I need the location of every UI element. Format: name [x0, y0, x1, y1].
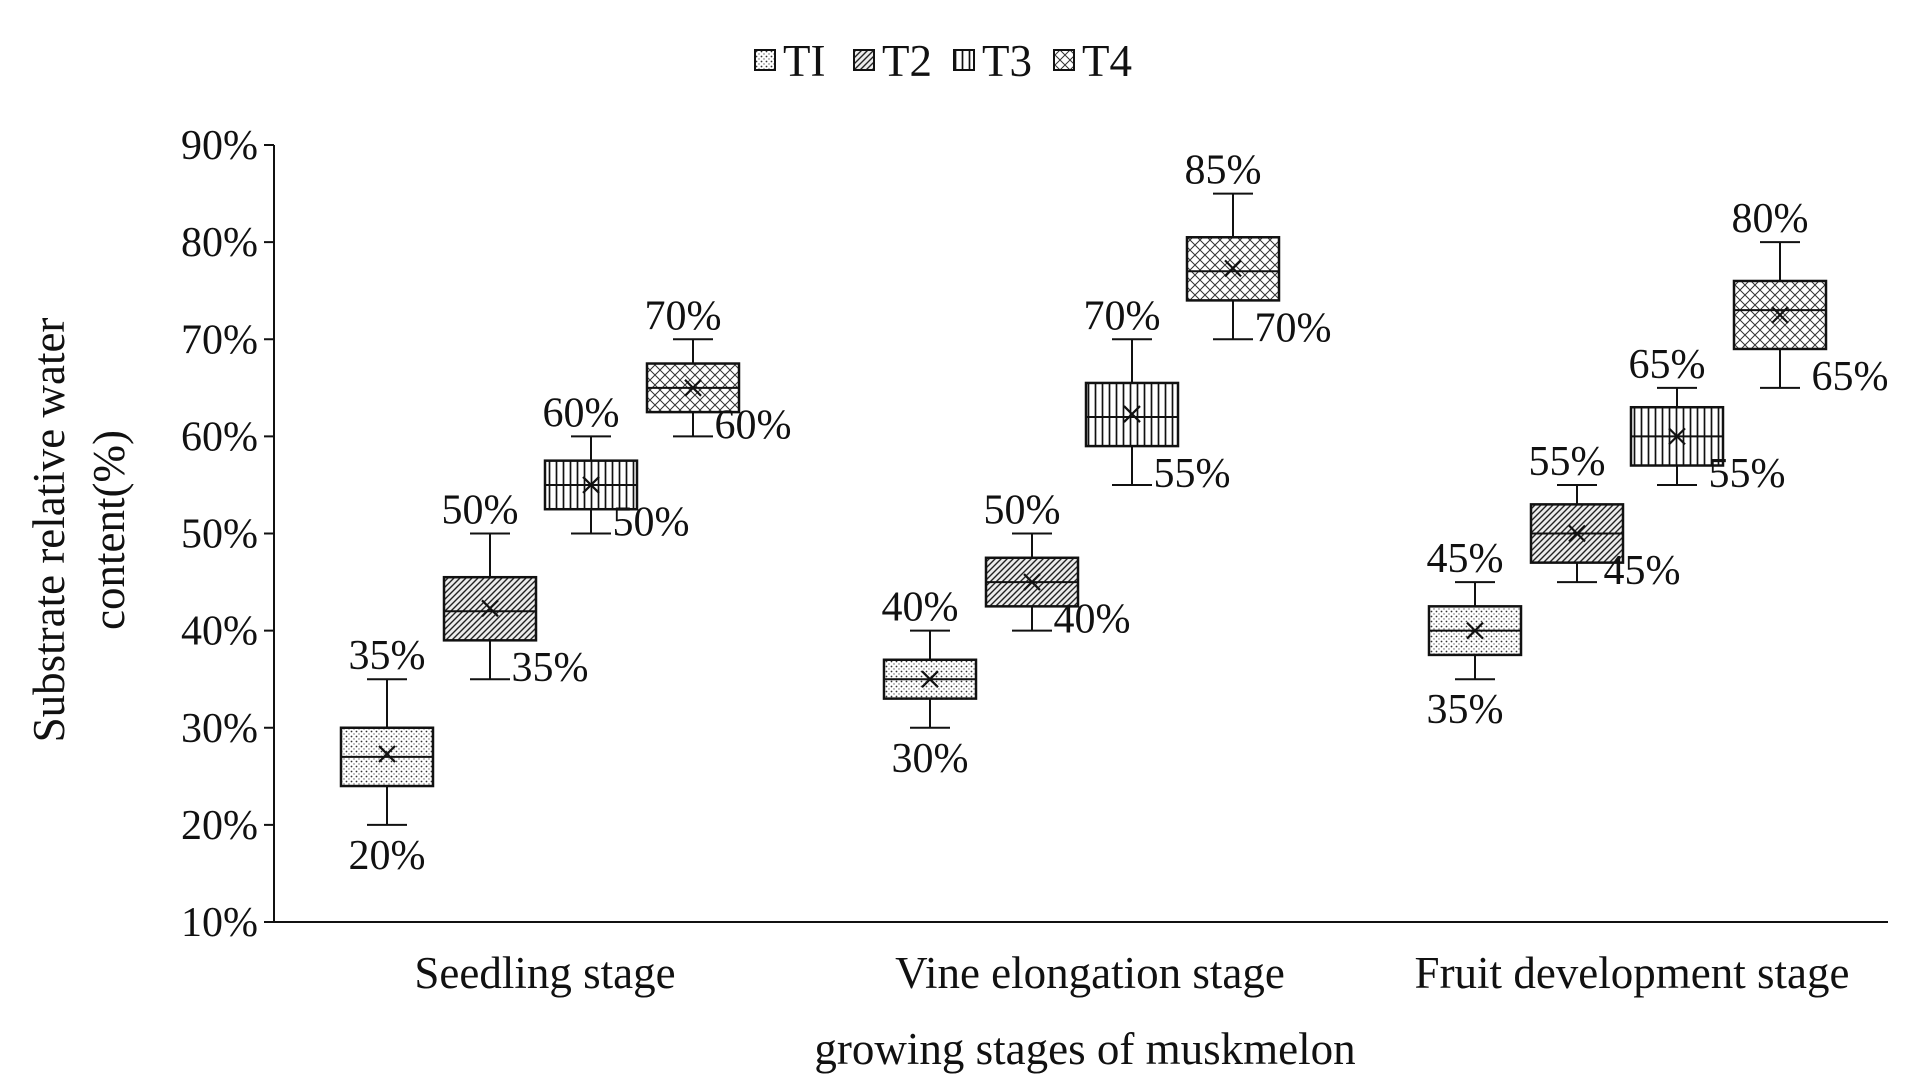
y-tick-label: 60%	[181, 414, 258, 460]
x-axis-title: growing stages of muskmelon	[814, 1024, 1355, 1074]
min-label: 30%	[892, 736, 969, 782]
legend-label-t2: T2	[882, 36, 932, 86]
max-label: 60%	[543, 390, 620, 436]
legend-label-t4: T4	[1082, 36, 1132, 86]
box-t3-2: 70% 55%	[1084, 293, 1231, 497]
min-label: 60%	[715, 402, 792, 448]
mean-marker	[378, 745, 396, 763]
mean-marker	[1668, 427, 1686, 446]
legend-label-ti: TI	[783, 36, 825, 86]
y-tick-label: 10%	[181, 900, 258, 946]
box-t4-1: 70% 60%	[645, 293, 792, 448]
min-label: 50%	[613, 500, 690, 546]
y-axis-title-line-1: Substrate relative water	[24, 318, 74, 743]
legend-swatch-t3	[953, 49, 975, 71]
mean-marker	[1771, 306, 1789, 324]
box-t2-2: 50% 40%	[984, 488, 1131, 643]
mean-marker	[1224, 259, 1242, 278]
min-label: 65%	[1812, 354, 1889, 400]
axes: 10% 20% 30% 40% 50% 60% 70% 80% 90% Seedling stag…	[181, 123, 1888, 998]
boxes: 35% 20% 40% 30% 45% 35% 50% 35% 50% 40% 55% 45% 60% 5…	[339, 148, 1889, 879]
legend-swatch-t2	[853, 49, 875, 71]
max-label: 45%	[1427, 536, 1504, 582]
box-t2-1: 50% 35%	[442, 488, 589, 692]
y-tick-label: 70%	[181, 317, 258, 363]
x-category-label: Fruit development stage	[1415, 948, 1850, 998]
box-t3-1: 60% 50%	[543, 390, 690, 545]
x-category-label: Seedling stage	[414, 948, 675, 998]
legend-swatch-t4	[1053, 49, 1075, 71]
max-label: 55%	[1529, 439, 1606, 485]
box-ti-3: 45% 35%	[1427, 536, 1523, 733]
y-tick-label: 40%	[181, 609, 258, 655]
y-tick-label: 20%	[181, 803, 258, 849]
min-label: 70%	[1255, 305, 1332, 351]
max-label: 40%	[882, 585, 959, 631]
mean-marker	[1568, 524, 1586, 543]
max-label: 70%	[645, 293, 722, 339]
max-label: 65%	[1629, 342, 1706, 388]
y-tick-label: 30%	[181, 706, 258, 752]
mean-marker	[1023, 573, 1041, 591]
y-tick-label: 90%	[181, 123, 258, 169]
box-ti-2: 40% 30%	[882, 585, 978, 782]
box-ti-1: 35% 20%	[339, 633, 435, 879]
max-label: 80%	[1732, 196, 1809, 242]
min-label: 35%	[512, 645, 589, 691]
mean-marker	[684, 379, 702, 397]
min-label: 45%	[1604, 548, 1681, 594]
mean-marker	[921, 670, 939, 688]
x-category-label: Vine elongation stage	[895, 948, 1285, 998]
min-label: 35%	[1427, 687, 1504, 733]
box-t4-2: 85% 70%	[1185, 148, 1332, 352]
max-label: 35%	[349, 633, 426, 679]
y-axis-title: Substrate relative water content(%)	[24, 318, 134, 743]
max-label: 70%	[1084, 293, 1161, 339]
min-label: 20%	[349, 833, 426, 879]
y-axis-title-line-2: content(%)	[84, 430, 134, 630]
box-t4-3: 80% 65%	[1732, 196, 1889, 400]
y-tick-label: 50%	[181, 512, 258, 558]
box-iqr	[1185, 236, 1281, 302]
legend: TI T2 T3 T4	[754, 36, 1132, 86]
max-label: 85%	[1185, 148, 1262, 194]
max-label: 50%	[442, 488, 519, 534]
mean-marker	[1466, 621, 1484, 640]
legend-swatch-ti	[754, 49, 776, 71]
y-tick-label: 80%	[181, 220, 258, 266]
min-label: 40%	[1054, 597, 1131, 643]
max-label: 50%	[984, 488, 1061, 534]
box-t3-3: 65% 55%	[1629, 342, 1786, 497]
mean-marker	[582, 476, 600, 494]
min-label: 55%	[1709, 451, 1786, 497]
mean-marker	[1123, 405, 1141, 423]
mean-marker	[481, 599, 499, 618]
box-t2-3: 55% 45%	[1529, 439, 1681, 594]
min-label: 55%	[1154, 451, 1231, 497]
legend-label-t3: T3	[982, 36, 1032, 86]
